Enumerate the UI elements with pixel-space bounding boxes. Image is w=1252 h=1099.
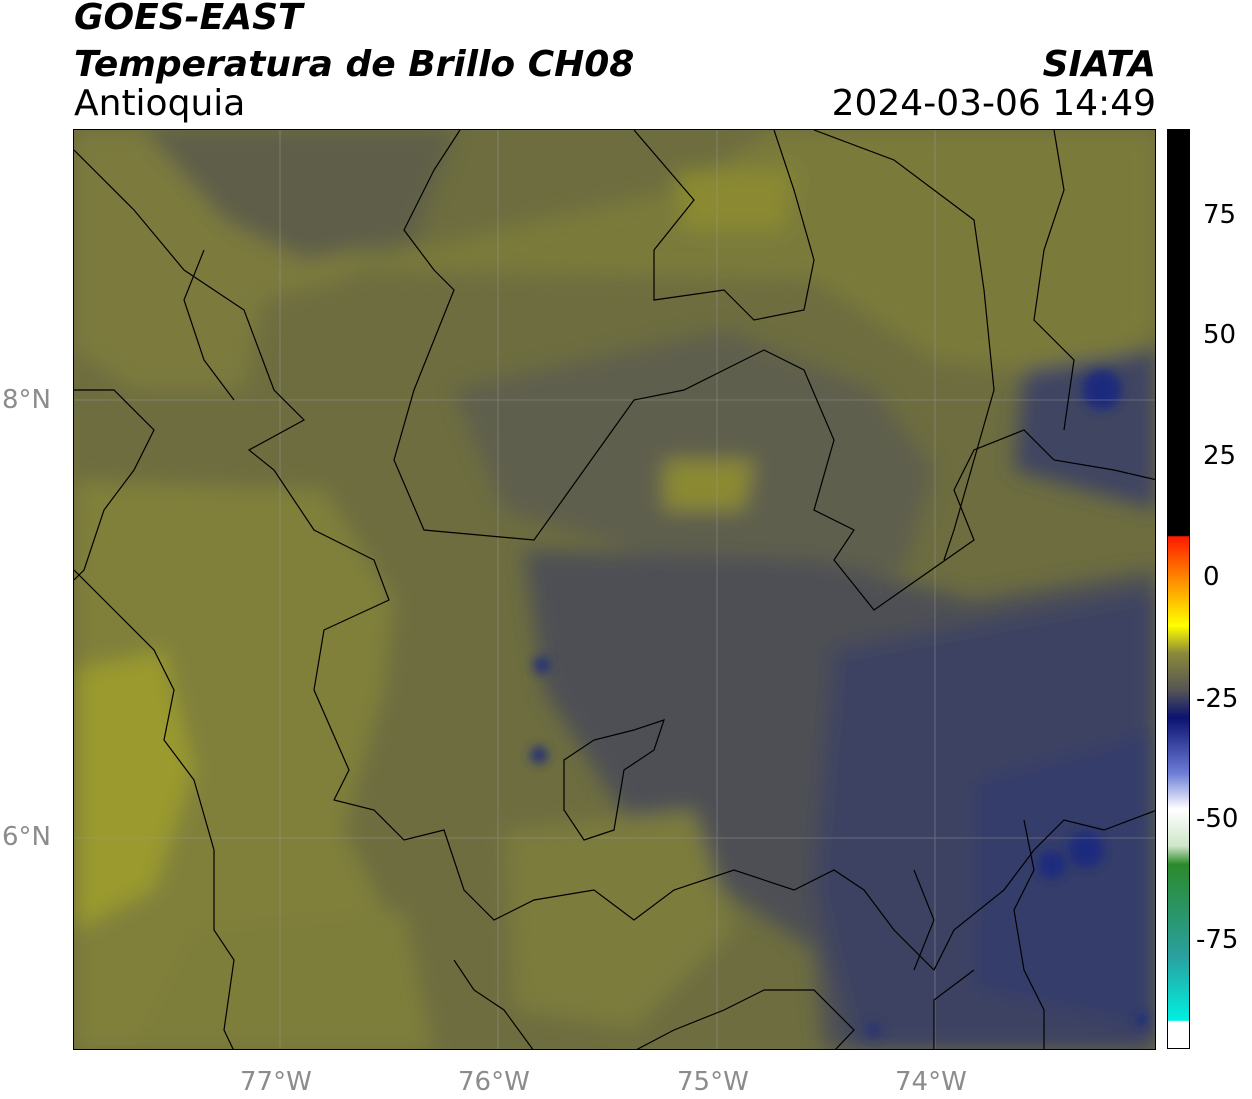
colorbar-tick-75: 75 — [1203, 200, 1237, 230]
lon-label-75w: 75°W — [677, 1067, 749, 1097]
temperature-field — [74, 130, 1155, 1049]
title-product: Temperatura de Brillo CH08 — [74, 44, 635, 85]
colorbar-tick-minus25: -25 — [1196, 684, 1239, 714]
lon-label-76w: 76°W — [458, 1067, 530, 1097]
colorbar-tick-minus75: -75 — [1196, 925, 1239, 955]
title-region: Antioquia — [74, 83, 246, 124]
lat-label-6n: 6°N — [2, 822, 51, 852]
colorbar-tick-minus50: -50 — [1196, 804, 1239, 834]
title-satellite: GOES-EAST — [74, 0, 303, 38]
map-canvas — [74, 130, 1155, 1049]
lon-label-74w: 74°W — [895, 1067, 967, 1097]
agency-label: SIATA — [1042, 44, 1156, 85]
datetime-label: 2024-03-06 14:49 — [831, 83, 1156, 124]
colorbar-gradient — [1168, 130, 1189, 1048]
cold-cloud-cores — [530, 370, 1148, 1038]
lon-label-77w: 77°W — [240, 1067, 312, 1097]
map-panel — [73, 129, 1156, 1050]
colorbar-tick-0: 0 — [1203, 562, 1220, 592]
lat-label-8n: 8°N — [2, 385, 51, 415]
colorbar-tick-25: 25 — [1203, 441, 1237, 471]
boundaries — [74, 130, 1155, 1049]
graticule — [74, 130, 1155, 1049]
colorbar-tick-50: 50 — [1203, 320, 1237, 350]
colorbar — [1167, 129, 1190, 1049]
